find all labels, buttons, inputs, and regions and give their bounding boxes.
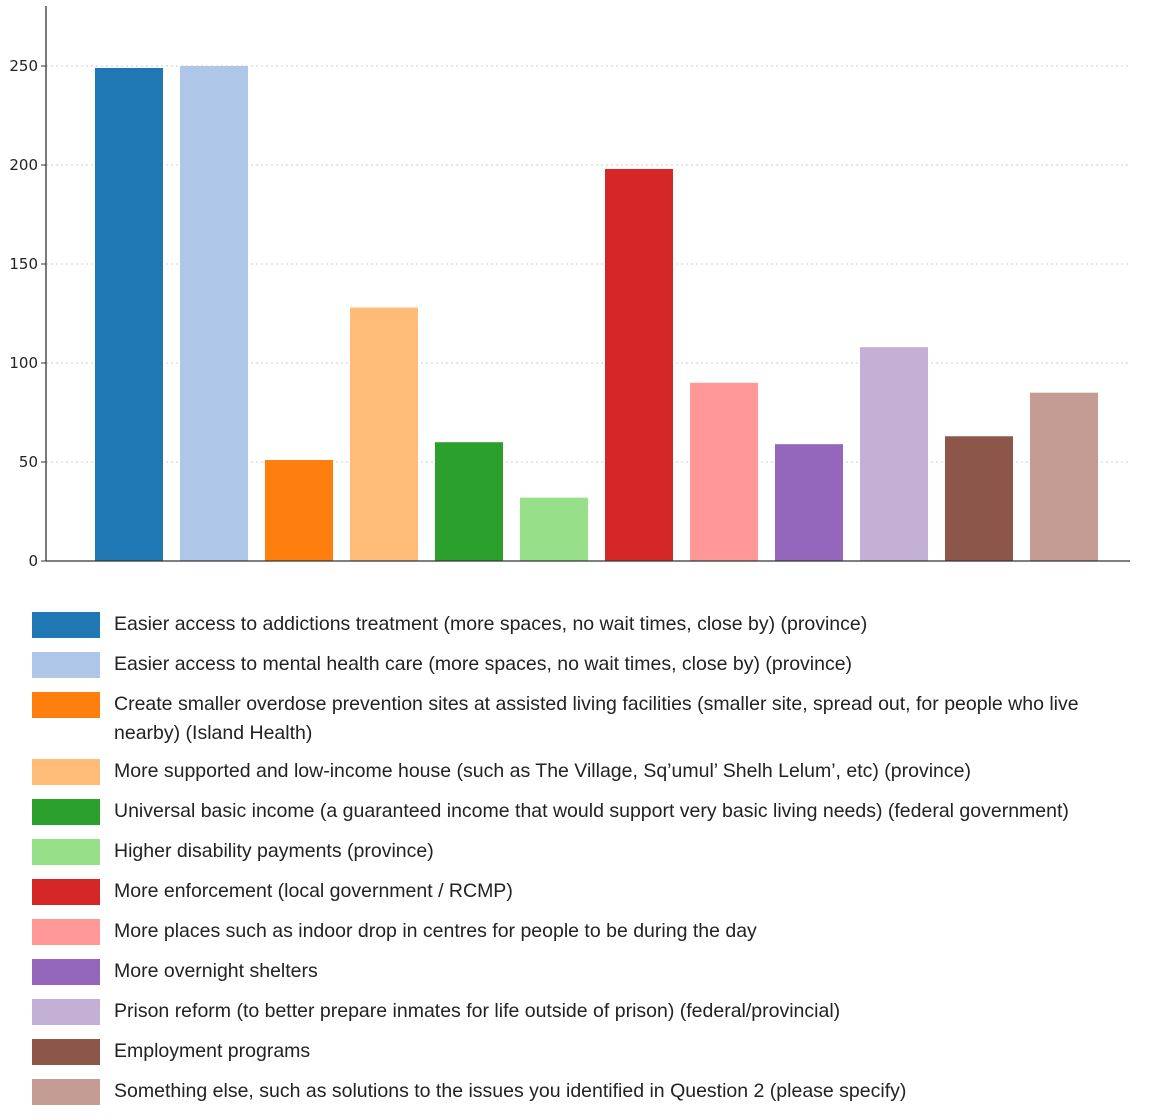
- bar-11: [945, 436, 1013, 561]
- legend-label: Higher disability payments (province): [114, 840, 434, 862]
- legend: Easier access to addictions treatment (m…: [32, 612, 1160, 1119]
- bar-12: [1030, 392, 1098, 561]
- y-tick-label: 0: [28, 552, 38, 570]
- legend-label: Universal basic income (a guaranteed inc…: [114, 800, 1069, 822]
- bar-10: [860, 347, 928, 561]
- legend-label: Create smaller overdose prevention sites…: [114, 693, 1079, 744]
- bar-5: [435, 442, 503, 561]
- bar-6: [520, 497, 588, 561]
- legend-item: More supported and low-income house (suc…: [32, 759, 1160, 786]
- y-tick-label: 250: [9, 57, 38, 75]
- legend-label: Easier access to addictions treatment (m…: [114, 613, 868, 635]
- legend-swatch: [32, 1039, 100, 1065]
- legend-swatch: [32, 692, 100, 718]
- legend-item: Universal basic income (a guaranteed inc…: [32, 799, 1160, 826]
- bar-8: [690, 382, 758, 561]
- y-tick-labels: 0 50 100 150 200 250: [9, 57, 46, 570]
- legend-label: Prison reform (to better prepare inmates…: [114, 1000, 841, 1022]
- legend-item: Something else, such as solutions to the…: [32, 1079, 1160, 1106]
- bars-group: [95, 66, 1098, 561]
- legend-label: More supported and low-income house (suc…: [114, 760, 971, 782]
- legend-swatch: [32, 1079, 100, 1105]
- legend-item: More enforcement (local government / RCM…: [32, 879, 1160, 906]
- legend-item: More places such as indoor drop in centr…: [32, 919, 1160, 946]
- legend-label: More places such as indoor drop in centr…: [114, 920, 757, 942]
- legend-swatch: [32, 919, 100, 945]
- legend-item: Easier access to mental health care (mor…: [32, 652, 1160, 679]
- legend-swatch: [32, 999, 100, 1025]
- bar-1: [95, 67, 163, 561]
- legend-label: Easier access to mental health care (mor…: [114, 653, 853, 675]
- bar-2: [180, 66, 248, 561]
- y-tick-label: 150: [9, 255, 38, 273]
- legend-item: Higher disability payments (province): [32, 839, 1160, 866]
- legend-label: Something else, such as solutions to the…: [114, 1080, 907, 1102]
- legend-item: More overnight shelters: [32, 959, 1160, 986]
- bar-3: [265, 460, 333, 561]
- legend-swatch: [32, 652, 100, 678]
- y-tick-label: 200: [9, 156, 38, 174]
- y-tick-label: 50: [19, 453, 38, 471]
- legend-swatch: [32, 759, 100, 785]
- legend-swatch: [32, 959, 100, 985]
- legend-item: Create smaller overdose prevention sites…: [32, 692, 1160, 748]
- legend-label: More overnight shelters: [114, 960, 318, 982]
- legend-label: More enforcement (local government / RCM…: [114, 880, 513, 902]
- y-tick-label: 100: [9, 354, 38, 372]
- legend-item: Easier access to addictions treatment (m…: [32, 612, 1160, 639]
- legend-swatch: [32, 839, 100, 865]
- bar-chart: 0 50 100 150 200 250: [9, 6, 1130, 570]
- legend-label: Employment programs: [114, 1040, 311, 1062]
- legend-swatch: [32, 879, 100, 905]
- bar-7: [605, 168, 673, 561]
- legend-item: Prison reform (to better prepare inmates…: [32, 999, 1160, 1026]
- legend-swatch: [32, 799, 100, 825]
- legend-swatch: [32, 612, 100, 638]
- bar-9: [775, 444, 843, 561]
- legend-item: Employment programs: [32, 1039, 1160, 1066]
- bar-4: [350, 307, 418, 561]
